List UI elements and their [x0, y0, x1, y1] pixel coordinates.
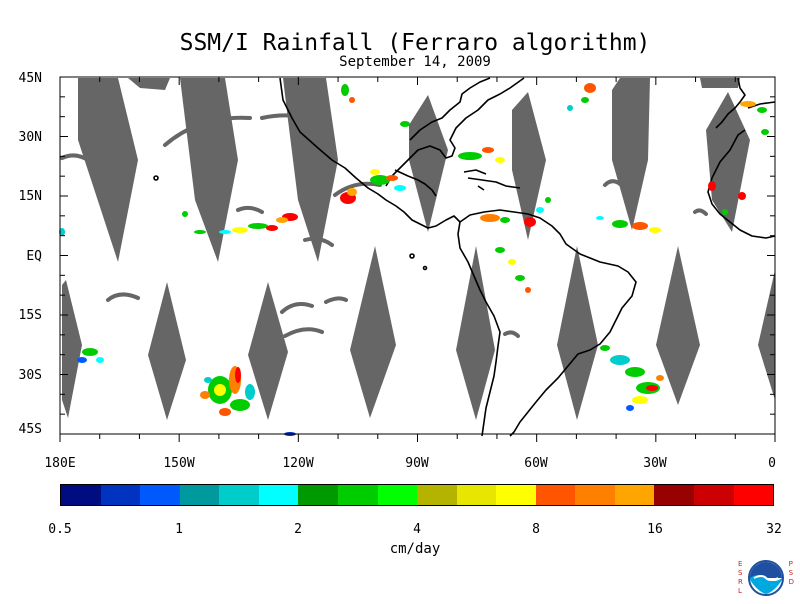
swath-gap [248, 282, 288, 420]
lat-label: 30S [18, 368, 42, 383]
colorbar-swatch [694, 485, 734, 505]
colorbar-tick: 0.5 [48, 522, 72, 537]
swath-gap [350, 246, 396, 418]
colorbar-swatch [61, 485, 101, 505]
colorbar-tick: 16 [647, 522, 663, 537]
lat-label: 30N [18, 130, 42, 145]
swath-gap [758, 270, 775, 400]
swath-gap [700, 78, 740, 88]
swath-gap [180, 78, 238, 262]
colorbar-swatch [179, 485, 220, 505]
colorbar-swatch [100, 485, 141, 505]
lon-label: 120W [282, 456, 314, 471]
lon-label: 30W [643, 456, 667, 471]
chart-subtitle: September 14, 2009 [339, 54, 491, 70]
colorbar-tick: 32 [766, 522, 782, 537]
colorbar-tick: 2 [294, 522, 302, 537]
coastlines [153, 77, 776, 437]
swath-gap [612, 78, 650, 230]
lon-label: 90W [405, 456, 429, 471]
colorbar-swatch [140, 485, 180, 505]
swath-gap [557, 246, 598, 420]
colorbar-tick: 1 [175, 522, 183, 537]
swath-gap [283, 78, 338, 262]
lon-label: 150W [163, 456, 195, 471]
swath-gap [409, 95, 448, 232]
axis-ticks [59, 76, 776, 442]
colorbar-swatch [654, 485, 694, 505]
colorbar-tick: 4 [413, 522, 421, 537]
colorbar-swatch [377, 485, 418, 505]
swath-gap [456, 246, 495, 420]
colorbar-swatch [456, 485, 497, 505]
colorbar-swatch [417, 485, 457, 505]
rain-patches [59, 83, 769, 436]
swath-gap [128, 78, 170, 90]
lat-label: 45N [18, 71, 42, 86]
swath-gap [62, 280, 82, 418]
units-label: cm/day [389, 541, 441, 557]
colorbar-swatch [337, 485, 378, 505]
colorbar-swatch [614, 485, 655, 505]
swath-arcs [60, 113, 708, 338]
color-scale-bar [60, 484, 774, 506]
lat-label: 15S [18, 308, 42, 323]
swath-gap [78, 78, 138, 262]
colorbar-swatch [575, 485, 615, 505]
colorbar-tick: 8 [532, 522, 540, 537]
colorbar-swatch [298, 485, 338, 505]
colorbar-swatch [535, 485, 576, 505]
colorbar-swatch [733, 485, 774, 505]
lon-label: 60W [524, 456, 548, 471]
lat-label: EQ [26, 249, 42, 264]
colorbar-swatch [496, 485, 536, 505]
noaa-logo-graphic [748, 560, 784, 596]
lat-label: 45S [18, 422, 42, 437]
swath-gap [148, 282, 186, 420]
swath-gap [512, 92, 546, 240]
colorbar-swatch [219, 485, 259, 505]
chart-title: SSM/I Rainfall (Ferraro algorithm) [179, 30, 651, 56]
colorbar-swatch [258, 485, 299, 505]
lat-label: 15N [18, 189, 42, 204]
lon-label: 0 [768, 456, 776, 471]
lon-label: 180E [44, 456, 76, 471]
swath-gap [656, 246, 700, 405]
swath-gaps [62, 78, 775, 420]
